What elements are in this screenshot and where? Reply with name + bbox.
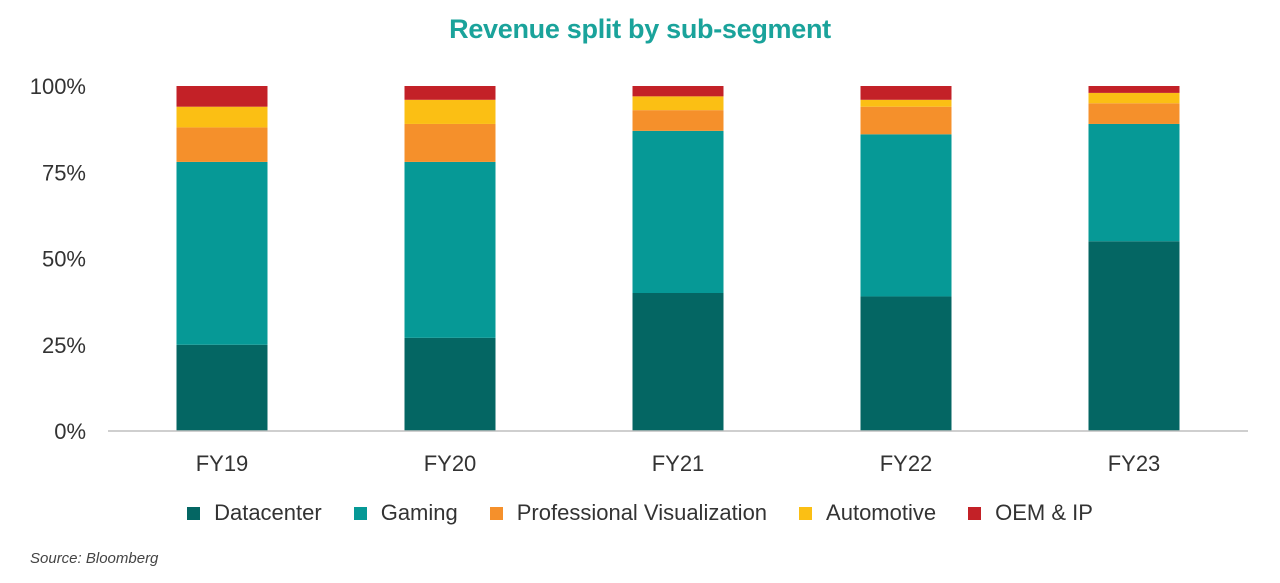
bar-segment-fy21-gaming	[632, 130, 724, 293]
y-tick-label: 50%	[42, 247, 86, 272]
legend: Datacenter Gaming Professional Visualizati…	[0, 500, 1280, 526]
bar-segment-fy20-automotive	[404, 99, 496, 124]
y-tick-label: 100%	[30, 74, 86, 99]
legend-item: Gaming	[353, 500, 458, 526]
bar-segment-fy22-automotive	[860, 99, 952, 107]
bar-segment-fy20-professional-visualization	[404, 123, 496, 162]
legend-item: Datacenter	[187, 500, 322, 526]
bar-segment-fy22-professional-visualization	[860, 106, 952, 135]
bar-segment-fy22-gaming	[860, 134, 952, 297]
bar-segment-fy21-datacenter	[632, 293, 724, 431]
y-tick-label: 75%	[42, 160, 86, 185]
y-tick-label: 0%	[54, 419, 86, 444]
legend-swatch	[968, 506, 982, 520]
bar-segment-fy22-oem-ip	[860, 86, 952, 100]
legend-swatch	[187, 506, 201, 520]
bar-segment-fy23-gaming	[1088, 123, 1180, 242]
bar-segment-fy19-datacenter	[176, 344, 268, 431]
legend-label: Gaming	[380, 500, 458, 525]
bar-segment-fy19-automotive	[176, 106, 268, 128]
legend-item: Professional Visualization	[489, 500, 768, 526]
legend-label: Automotive	[826, 500, 937, 525]
legend-swatch	[353, 506, 367, 520]
legend-item: OEM & IP	[968, 500, 1093, 526]
bar-segment-fy19-professional-visualization	[176, 127, 268, 162]
bar-segment-fy23-oem-ip	[1088, 86, 1180, 93]
bar-segment-fy21-professional-visualization	[632, 110, 724, 131]
bar-segment-fy22-datacenter	[860, 296, 952, 431]
x-tick-label: FY22	[880, 451, 933, 476]
y-axis: 0% 25% 50% 75% 100%	[30, 74, 86, 444]
y-tick-label: 25%	[42, 333, 86, 358]
chart-title: Revenue split by sub-segment	[449, 14, 831, 44]
legend-label: Professional Visualization	[516, 500, 768, 525]
x-tick-label: FY23	[1108, 451, 1161, 476]
source-note: Source: Bloomberg	[30, 550, 159, 567]
legend-swatch	[489, 506, 503, 520]
bar-segment-fy19-gaming	[176, 161, 268, 345]
x-axis: FY19 FY20 FY21 FY22 FY23	[108, 430, 1248, 476]
bar-segment-fy23-automotive	[1088, 92, 1180, 104]
legend-label: Datacenter	[214, 500, 322, 525]
bar-segment-fy20-gaming	[404, 161, 496, 338]
bar-segment-fy20-oem-ip	[404, 86, 496, 100]
x-tick-label: FY20	[424, 451, 477, 476]
legend-label: OEM & IP	[995, 500, 1093, 525]
x-tick-label: FY19	[196, 451, 249, 476]
legend-swatch	[799, 506, 813, 520]
legend-item: Automotive	[799, 500, 936, 526]
bar-segment-fy20-datacenter	[404, 337, 496, 431]
bar-segment-fy21-automotive	[632, 96, 724, 111]
chart-area: 0% 25% 50% 75% 100% FY19 FY20 FY21 FY22 FY23	[30, 74, 1248, 476]
bars-layer	[176, 86, 1180, 431]
bar-segment-fy19-oem-ip	[176, 86, 268, 107]
bar-segment-fy23-datacenter	[1088, 241, 1180, 431]
bar-segment-fy23-professional-visualization	[1088, 103, 1180, 124]
bar-segment-fy21-oem-ip	[632, 86, 724, 97]
x-tick-label: FY21	[652, 451, 705, 476]
